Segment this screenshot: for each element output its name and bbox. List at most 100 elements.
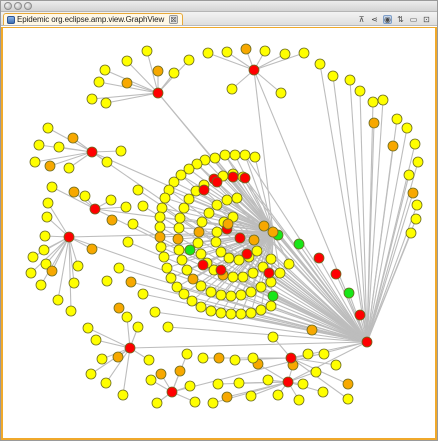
graph-node-169[interactable] [221, 194, 233, 206]
graph-node-27[interactable] [101, 156, 113, 168]
graph-node-78[interactable] [317, 386, 329, 398]
graph-node-40[interactable] [40, 258, 52, 270]
graph-node-87[interactable] [213, 352, 225, 364]
graph-node-224[interactable] [222, 218, 234, 230]
graph-node-66[interactable] [189, 396, 201, 408]
graph-node-160[interactable] [215, 289, 227, 301]
graph-node-62[interactable] [145, 374, 157, 386]
graph-node-150[interactable] [178, 202, 190, 214]
graph-node-205[interactable] [184, 244, 196, 256]
graph-node-37[interactable] [41, 211, 53, 223]
graph-node-13[interactable] [240, 43, 252, 55]
graph-node-26[interactable] [63, 162, 75, 174]
graph-node-88[interactable] [197, 352, 209, 364]
graph-node-218[interactable] [215, 264, 227, 276]
graph-node-15[interactable] [279, 48, 291, 60]
graph-node-131[interactable] [165, 272, 177, 284]
view-tab[interactable]: Epidemic org.eclipse.amp.view.GraphView … [3, 13, 184, 25]
graph-node-75[interactable] [293, 394, 305, 406]
graph-node-95[interactable] [314, 58, 326, 70]
graph-node-10[interactable] [152, 87, 164, 99]
graph-node-113[interactable] [229, 149, 241, 161]
graph-node-187[interactable] [210, 236, 222, 248]
graph-node-136[interactable] [205, 305, 217, 317]
graph-node-34[interactable] [120, 201, 132, 213]
graph-node-151[interactable] [174, 212, 186, 224]
graph-node-216[interactable] [248, 234, 260, 246]
graph-node-154[interactable] [173, 244, 185, 256]
graph-node-153[interactable] [172, 233, 184, 245]
graph-node-170[interactable] [211, 199, 223, 211]
graph-node-227[interactable] [267, 226, 279, 238]
graph-node-82[interactable] [212, 378, 224, 390]
graph-node-77[interactable] [310, 366, 322, 378]
graph-node-121[interactable] [168, 176, 180, 188]
graph-node-179[interactable] [227, 271, 239, 283]
graph-node-163[interactable] [245, 286, 257, 298]
graph-node-44[interactable] [35, 279, 47, 291]
minimize-window-icon[interactable] [14, 2, 22, 10]
graph-node-81[interactable] [207, 397, 219, 409]
graph-node-28[interactable] [115, 145, 127, 157]
graph-node-115[interactable] [249, 151, 261, 163]
graph-node-43[interactable] [46, 265, 58, 277]
graph-node-17[interactable] [275, 87, 287, 99]
graph-node-106[interactable] [412, 156, 424, 168]
graph-node-41[interactable] [27, 251, 39, 263]
graph-node-175[interactable] [195, 248, 207, 260]
graph-node-111[interactable] [405, 227, 417, 239]
graph-node-59[interactable] [132, 321, 144, 333]
graph-node-209[interactable] [343, 287, 355, 299]
graph-node-195[interactable] [127, 218, 139, 230]
maximize-icon[interactable]: ⊡ [423, 14, 430, 24]
graph-node-103[interactable] [401, 122, 413, 134]
graph-node-118[interactable] [191, 158, 203, 170]
graph-node-120[interactable] [175, 169, 187, 181]
graph-node-157[interactable] [187, 273, 199, 285]
graph-node-67[interactable] [181, 348, 193, 360]
graph-node-168[interactable] [231, 192, 243, 204]
graph-node-171[interactable] [203, 207, 215, 219]
graph-node-132[interactable] [171, 281, 183, 293]
graph-node-186[interactable] [211, 226, 223, 238]
graph-node-12[interactable] [221, 46, 233, 58]
graph-node-138[interactable] [225, 308, 237, 320]
graph-node-173[interactable] [193, 226, 205, 238]
graph-node-57[interactable] [112, 351, 124, 363]
graph-node-86[interactable] [229, 354, 241, 366]
graph-node-140[interactable] [245, 307, 257, 319]
graph-node-56[interactable] [117, 389, 129, 401]
graph-node-74[interactable] [297, 378, 309, 390]
graph-node-54[interactable] [85, 368, 97, 380]
graph-node-55[interactable] [100, 377, 112, 389]
layout-radial-icon[interactable]: ⋖ [371, 14, 378, 24]
graph-node-68[interactable] [155, 368, 167, 380]
graph-node-207[interactable] [293, 238, 305, 250]
close-window-icon[interactable] [4, 2, 12, 10]
graph-node-38[interactable] [39, 230, 51, 242]
graph-node-18[interactable] [226, 83, 238, 95]
graph-node-219[interactable] [241, 248, 253, 260]
graph-node-211[interactable] [211, 176, 223, 188]
graph-node-110[interactable] [410, 213, 422, 225]
graph-node-225[interactable] [258, 220, 270, 232]
graph-node-217[interactable] [197, 259, 209, 271]
graph-node-183[interactable] [265, 253, 277, 265]
graph-node-196[interactable] [122, 236, 134, 248]
graph-node-11[interactable] [202, 47, 214, 59]
graph-node-42[interactable] [25, 267, 37, 279]
graph-node-71[interactable] [262, 374, 274, 386]
graph-node-223[interactable] [354, 309, 366, 321]
graph-node-92[interactable] [342, 378, 354, 390]
graph-node-107[interactable] [403, 169, 415, 181]
graph-node-50[interactable] [63, 231, 75, 243]
graph-node-133[interactable] [178, 288, 190, 300]
graph-node-3[interactable] [100, 97, 112, 109]
graph-node-139[interactable] [235, 308, 247, 320]
graph-node-76[interactable] [245, 390, 257, 402]
close-tab-icon[interactable]: ⊠ [169, 15, 179, 24]
graph-node-25[interactable] [44, 160, 56, 172]
graph-node-174[interactable] [192, 237, 204, 249]
graph-node-101[interactable] [368, 117, 380, 129]
graph-node-137[interactable] [215, 307, 227, 319]
